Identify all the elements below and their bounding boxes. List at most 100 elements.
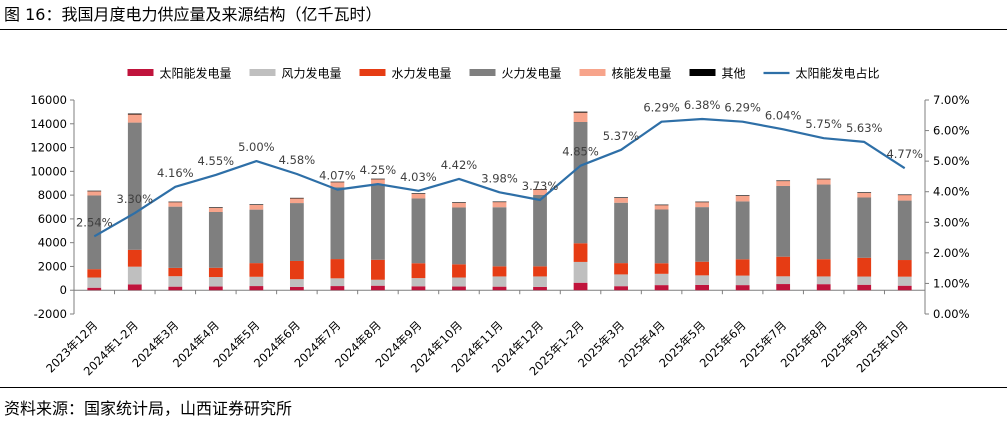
bar-segment-5 <box>857 192 872 193</box>
share-data-label: 4.25% <box>360 163 397 177</box>
bar-segment-3 <box>371 184 385 260</box>
bar-segment-2 <box>695 261 710 276</box>
bar-segment-3 <box>411 198 426 264</box>
left-axis-tick-label: 12000 <box>30 141 67 155</box>
share-data-label: 4.03% <box>400 170 437 184</box>
bar-segment-2 <box>897 260 912 277</box>
share-data-label: 3.73% <box>522 179 559 193</box>
bar-segment-4 <box>127 114 142 123</box>
right-axis-tick-label: 2.00% <box>933 246 970 260</box>
right-axis-tick-label: 3.00% <box>933 215 970 229</box>
share-data-label: 3.98% <box>481 171 518 185</box>
bar-segment-1 <box>573 261 588 283</box>
bar-segment-2 <box>735 259 750 276</box>
bar-segment-0 <box>249 286 264 291</box>
bar-segment-2 <box>168 267 183 277</box>
bar-segment-2 <box>249 263 264 277</box>
bar-segment-2 <box>452 264 466 278</box>
bar-segment-5 <box>533 189 547 190</box>
bar-segment-1 <box>776 276 791 285</box>
bar-segment-0 <box>289 286 304 291</box>
bar-segment-5 <box>208 207 223 208</box>
bar-segment-3 <box>776 185 791 257</box>
bar-segment-3 <box>127 122 142 250</box>
share-data-label: 3.30% <box>117 192 154 206</box>
bar-segment-4 <box>330 182 345 188</box>
right-axis-tick-label: 4.00% <box>933 185 970 199</box>
bar-segment-1 <box>168 276 183 287</box>
bar-segment-0 <box>127 284 142 291</box>
bar-segment-5 <box>816 178 831 180</box>
bar-segment-5 <box>168 201 183 203</box>
bar-segment-2 <box>776 256 791 277</box>
share-data-label: 4.77% <box>886 147 923 161</box>
bar-segment-4 <box>411 193 426 199</box>
bar-segment-2 <box>330 259 345 279</box>
bar-segment-1 <box>452 277 466 287</box>
bar-segment-4 <box>87 191 102 196</box>
left-axis-tick-label: 10000 <box>30 164 67 178</box>
bar-segment-4 <box>249 204 264 210</box>
share-data-label: 6.38% <box>684 98 721 112</box>
right-axis-tick-label: 1.00% <box>933 276 970 290</box>
legend-swatch <box>469 69 496 76</box>
share-data-label: 5.00% <box>238 140 275 154</box>
share-data-label: 6.04% <box>765 108 802 122</box>
share-data-label: 2.54% <box>76 215 113 229</box>
bar-segment-1 <box>127 266 142 285</box>
legend-swatch <box>359 69 386 76</box>
bar-segment-4 <box>776 180 791 186</box>
bar-segment-0 <box>857 284 872 291</box>
legend-label: 太阳能发电占比 <box>796 66 880 81</box>
bar-segment-3 <box>573 121 588 244</box>
bar-segment-1 <box>654 273 669 286</box>
bar-segment-3 <box>533 194 547 267</box>
bar-segment-1 <box>897 276 912 286</box>
bar-segment-4 <box>816 179 831 185</box>
right-axis-tick-label: 7.00% <box>933 93 970 107</box>
source-rule <box>0 387 1007 388</box>
right-axis-tick-label: 0.00% <box>933 307 970 321</box>
bar-segment-5 <box>492 201 507 203</box>
bar-segment-0 <box>735 285 750 291</box>
bar-segment-2 <box>411 263 426 279</box>
figure-source: 资料来源：国家统计局，山西证券研究所 <box>4 399 293 418</box>
left-axis-tick-label: 14000 <box>30 117 67 131</box>
bar-segment-1 <box>533 276 547 287</box>
legend-swatch <box>249 69 276 76</box>
legend-label: 太阳能发电量 <box>160 66 232 81</box>
bar-segment-2 <box>492 266 507 277</box>
bar-segment-5 <box>87 190 102 192</box>
legend-swatch <box>579 69 606 76</box>
bar-segment-5 <box>897 194 912 196</box>
bar-segment-0 <box>533 286 547 291</box>
share-data-label: 4.85% <box>562 145 599 159</box>
share-data-label: 4.42% <box>441 158 478 172</box>
bar-segment-1 <box>289 279 304 287</box>
bar-segment-1 <box>857 276 872 285</box>
bar-segment-0 <box>614 286 628 291</box>
bar-segment-2 <box>127 249 142 267</box>
bar-segment-4 <box>208 207 223 212</box>
share-data-label: 4.07% <box>319 169 356 183</box>
left-axis-tick-label: 16000 <box>30 93 67 107</box>
bar-segment-2 <box>573 243 588 262</box>
bar-segment-4 <box>533 189 547 195</box>
share-data-label: 6.29% <box>643 101 680 115</box>
bar-segment-3 <box>857 197 872 258</box>
legend-label: 水力发电量 <box>392 66 452 81</box>
bar-segment-3 <box>87 195 102 270</box>
bar-segment-3 <box>614 202 628 264</box>
bar-segment-0 <box>371 285 385 291</box>
title-rule <box>0 29 1007 30</box>
bar-segment-3 <box>695 207 710 262</box>
bar-segment-2 <box>857 257 872 277</box>
bar-segment-0 <box>492 286 507 291</box>
bar-segment-3 <box>816 184 831 260</box>
figure-title: 图 16：我国月度电力供应量及来源结构（亿千瓦时） <box>4 5 382 24</box>
bar-segment-0 <box>695 284 710 291</box>
bar-segment-4 <box>614 197 628 203</box>
share-data-label: 4.16% <box>157 166 194 180</box>
bar-segment-1 <box>816 276 831 285</box>
bar-segment-1 <box>614 274 628 287</box>
